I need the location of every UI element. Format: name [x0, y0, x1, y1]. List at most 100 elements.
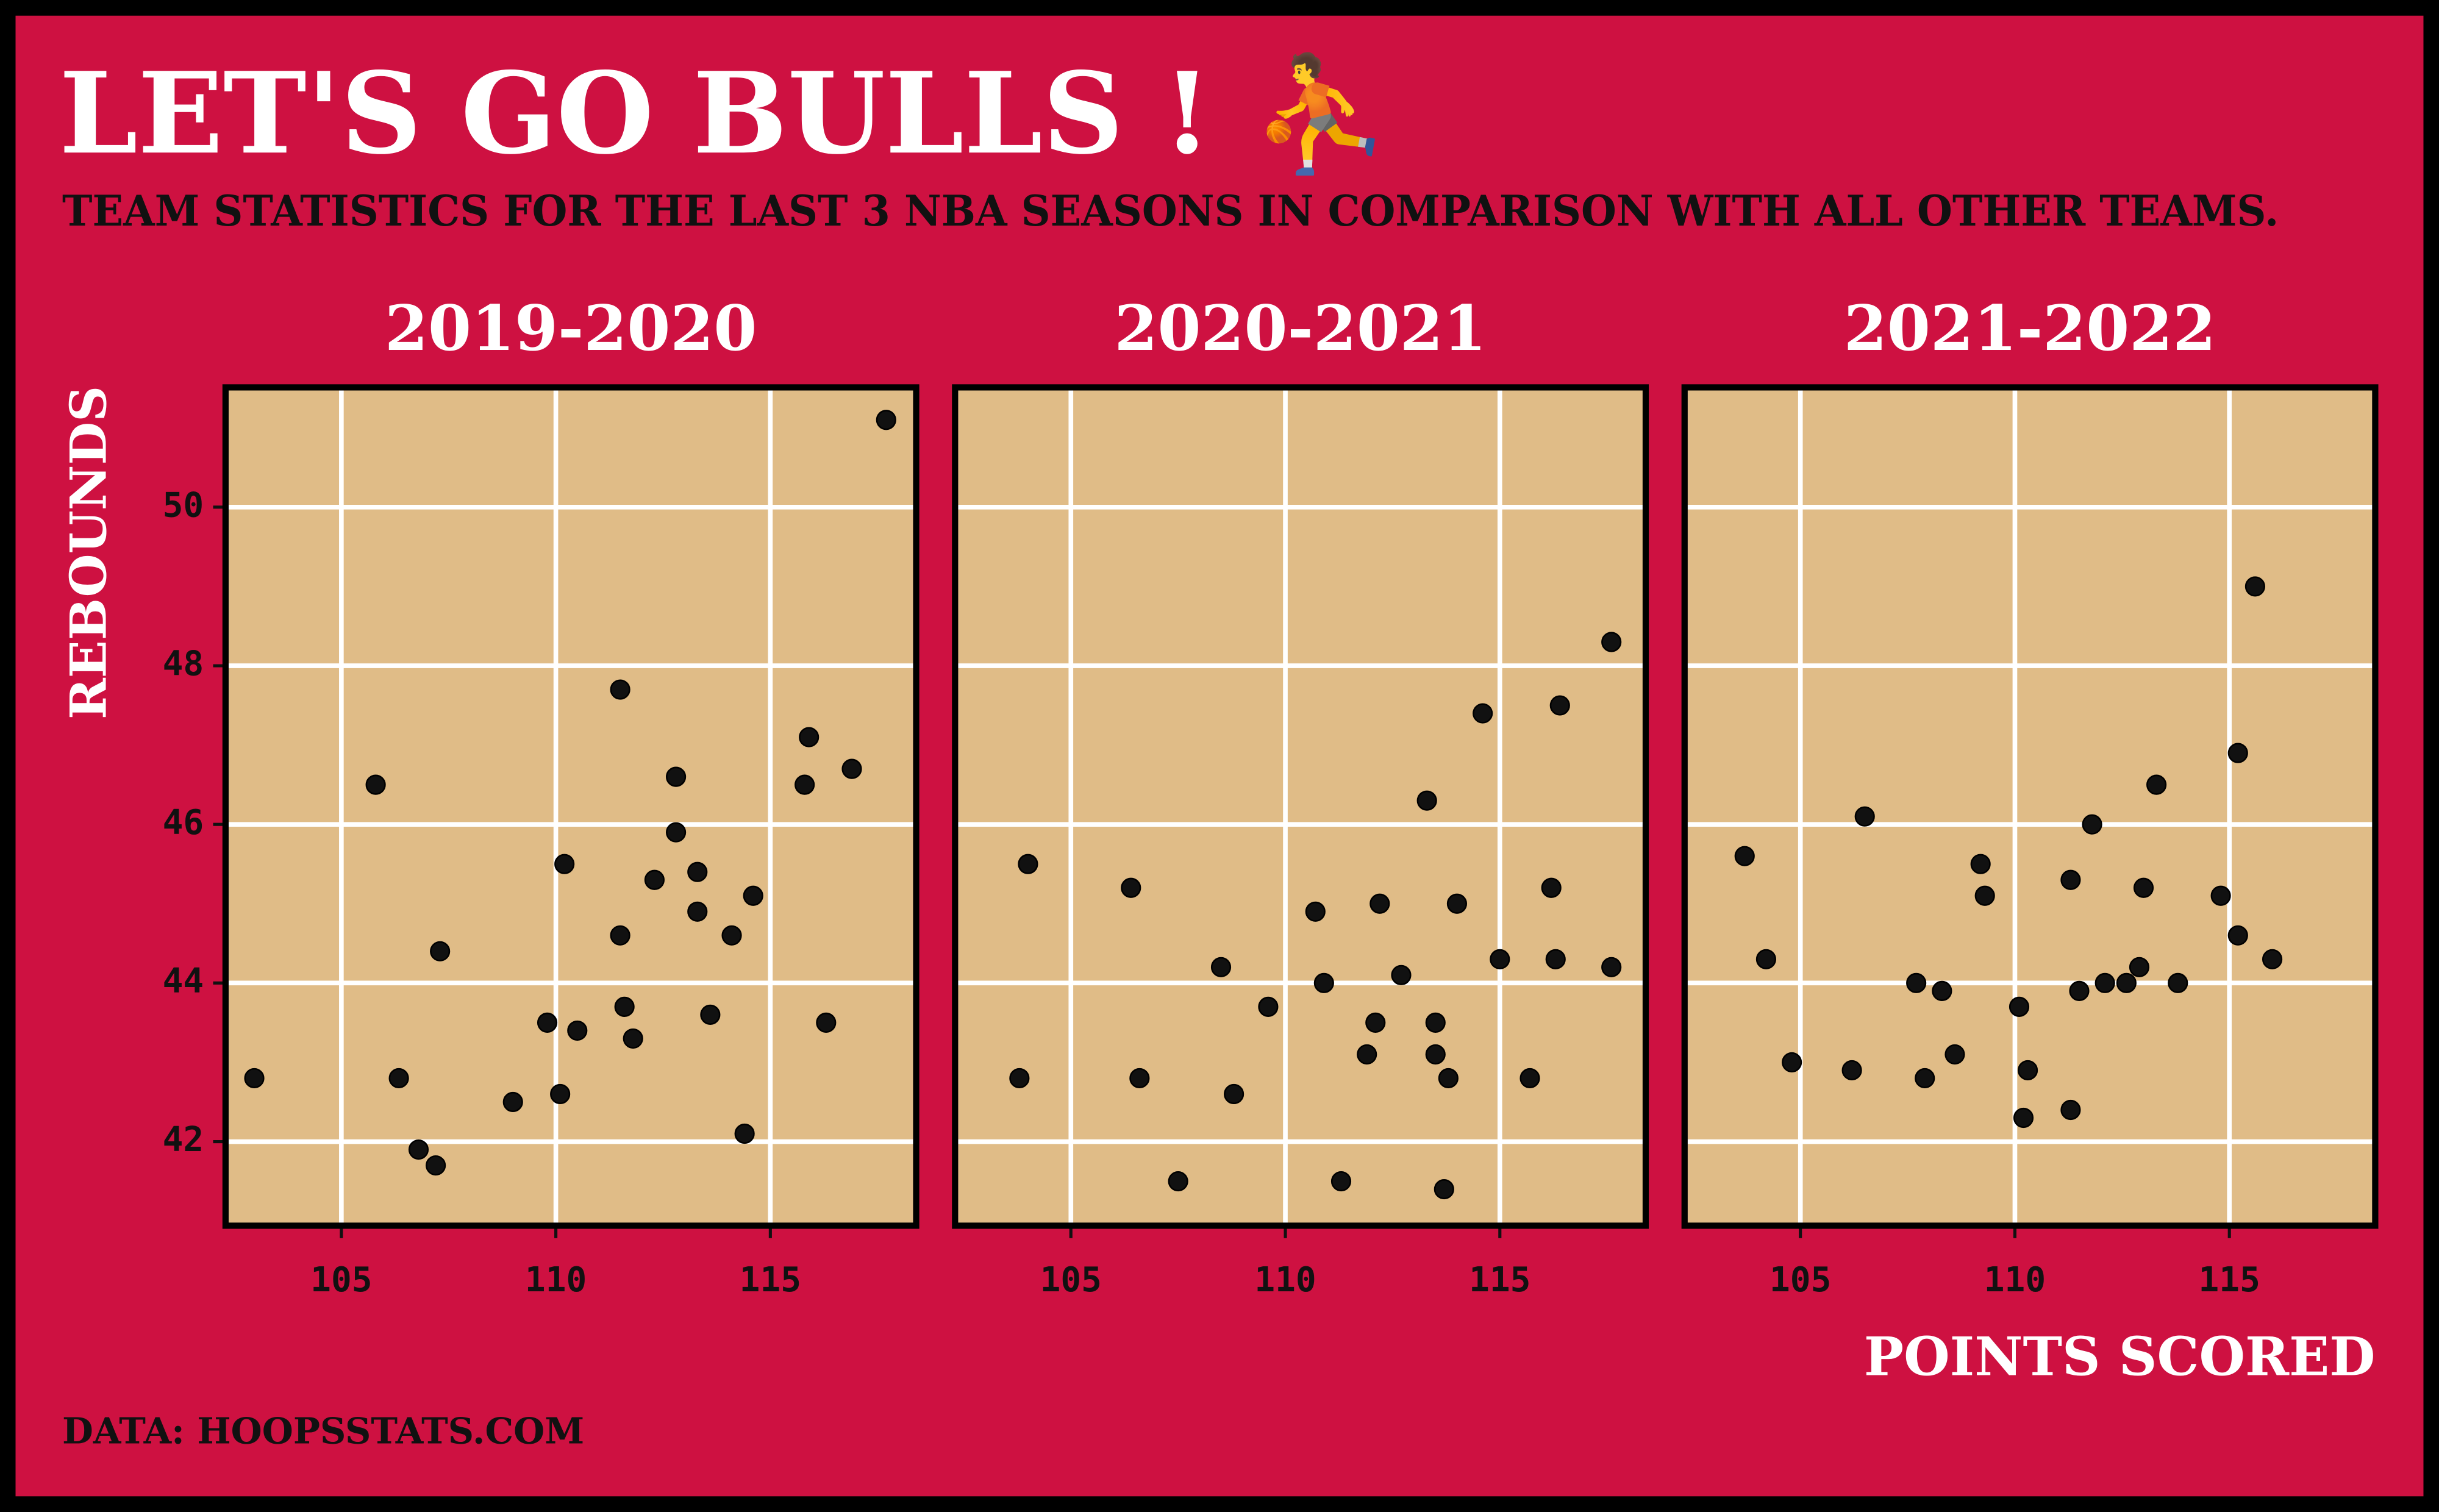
y-tick-label: 48	[163, 644, 204, 684]
point	[2133, 877, 2154, 898]
panel-border	[222, 384, 920, 1229]
point	[2082, 814, 2102, 835]
x-tick-label: 105	[310, 1260, 372, 1300]
point	[721, 925, 742, 946]
y-axis-label: REBOUNDS	[59, 386, 118, 719]
point	[388, 1068, 409, 1089]
x-tick-label: 115	[1469, 1260, 1530, 1300]
point	[537, 1012, 558, 1033]
panel-border	[1681, 384, 2379, 1229]
point	[799, 727, 820, 747]
point	[2069, 980, 2090, 1001]
point	[502, 1091, 523, 1113]
point	[1974, 885, 1995, 906]
point	[2146, 774, 2167, 795]
point	[2262, 949, 2283, 969]
point	[1944, 1044, 1965, 1065]
point	[1854, 806, 1875, 827]
panel-title: 2020-2021	[1115, 292, 1487, 365]
point	[614, 996, 635, 1017]
point	[1601, 632, 1622, 652]
y-tick-label: 42	[163, 1120, 204, 1160]
panel-border	[952, 384, 1649, 1229]
point	[1425, 1044, 1446, 1065]
x-tick-label: 105	[1769, 1260, 1831, 1300]
point	[1369, 893, 1390, 914]
point	[1970, 854, 1991, 874]
point	[1438, 1068, 1459, 1089]
point	[2017, 1060, 2038, 1081]
point	[1734, 846, 1755, 866]
point	[1932, 980, 1952, 1001]
point	[1365, 1012, 1386, 1033]
point	[1224, 1083, 1244, 1105]
point	[816, 1012, 837, 1033]
point	[1009, 1068, 1030, 1089]
point	[1541, 877, 1562, 898]
point	[1549, 695, 1570, 716]
x-tick-label: 115	[2199, 1260, 2260, 1300]
point	[430, 941, 451, 961]
point	[876, 410, 896, 430]
panel	[1684, 387, 2376, 1226]
panel-title: 2021-2022	[1844, 292, 2216, 365]
x-tick-label: 110	[1254, 1260, 1316, 1300]
point	[2013, 1107, 2034, 1129]
point	[666, 766, 687, 787]
point	[1121, 877, 1141, 898]
point	[1018, 854, 1038, 874]
point	[2009, 996, 2030, 1017]
point	[1434, 1179, 1454, 1200]
point	[666, 822, 687, 843]
point	[1782, 1052, 1802, 1073]
point	[408, 1139, 429, 1160]
point	[1129, 1068, 1150, 1089]
point	[1425, 1012, 1446, 1033]
point	[1313, 972, 1334, 993]
panel	[955, 387, 1646, 1226]
point	[2060, 869, 2081, 890]
y-tick-label: 44	[163, 961, 204, 1001]
point	[2227, 743, 2248, 763]
point	[2116, 972, 2137, 993]
point	[687, 901, 708, 922]
point	[1519, 1068, 1540, 1089]
point	[1473, 703, 1493, 724]
panel	[225, 387, 916, 1226]
point	[1391, 965, 1412, 985]
subtitle: TEAM STATISTICS FOR THE LAST 3 NBA SEASO…	[62, 187, 2279, 236]
point	[2060, 1099, 2081, 1121]
point	[1330, 1171, 1352, 1192]
point	[1305, 901, 1326, 922]
y-tick-label: 50	[163, 485, 204, 525]
point	[1545, 949, 1566, 969]
point	[1915, 1068, 1935, 1089]
point	[644, 869, 665, 890]
point	[1490, 949, 1510, 969]
point	[1906, 972, 1927, 993]
point	[734, 1123, 755, 1144]
point	[841, 758, 862, 779]
point	[554, 854, 575, 874]
point	[700, 1004, 721, 1025]
point	[623, 1028, 643, 1049]
point	[1841, 1060, 1862, 1081]
point	[743, 885, 763, 906]
point	[1601, 957, 1622, 977]
panel-title: 2019-2020	[385, 292, 757, 365]
point	[2227, 925, 2248, 946]
title: LET'S GO BULLS ! ⛹️	[59, 47, 1390, 179]
point	[795, 774, 815, 795]
x-tick-label: 110	[525, 1260, 587, 1300]
point	[567, 1020, 588, 1041]
point	[610, 679, 630, 700]
caption: DATA: HOOPSSTATS.COM	[62, 1410, 584, 1452]
point	[365, 774, 386, 795]
point	[2168, 972, 2188, 993]
point	[426, 1155, 446, 1176]
point	[1357, 1044, 1377, 1065]
point	[687, 861, 708, 882]
point	[2094, 972, 2115, 993]
